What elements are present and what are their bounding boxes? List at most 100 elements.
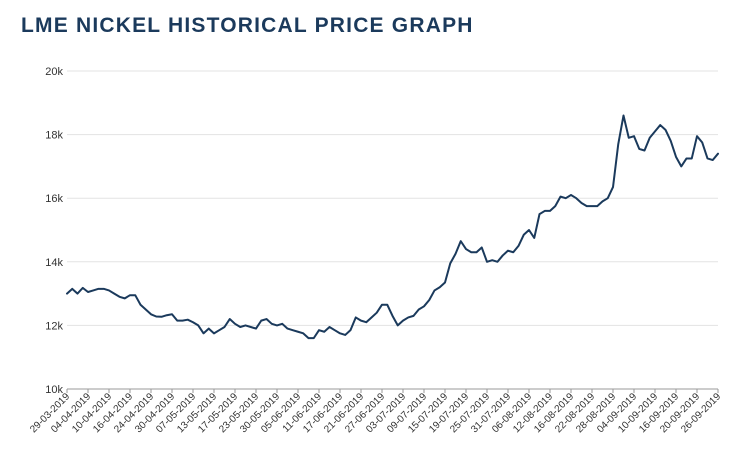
data-point bbox=[118, 296, 121, 298]
chart-title: LME NICKEL HISTORICAL PRICE GRAPH bbox=[21, 14, 474, 37]
data-point bbox=[381, 304, 383, 306]
data-point bbox=[376, 312, 378, 314]
data-point bbox=[197, 324, 199, 326]
data-point bbox=[171, 313, 173, 315]
data-point bbox=[465, 248, 467, 250]
data-point bbox=[675, 156, 677, 158]
data-point bbox=[512, 251, 514, 253]
data-point bbox=[134, 294, 136, 296]
data-point bbox=[664, 129, 667, 131]
y-tick-label: 14k bbox=[45, 257, 63, 269]
data-point bbox=[281, 323, 283, 325]
data-point bbox=[407, 316, 409, 319]
data-point bbox=[559, 196, 562, 198]
data-point bbox=[628, 137, 630, 139]
data-point bbox=[139, 304, 142, 306]
data-point bbox=[234, 323, 236, 325]
data-point bbox=[108, 289, 110, 292]
data-point bbox=[486, 261, 488, 263]
grid-lines bbox=[67, 70, 718, 326]
data-point bbox=[622, 114, 625, 117]
y-tick-label: 12k bbox=[45, 320, 63, 332]
data-point bbox=[439, 286, 441, 288]
data-point bbox=[706, 157, 709, 160]
data-point bbox=[192, 321, 194, 323]
data-point bbox=[97, 288, 100, 290]
data-point bbox=[538, 213, 541, 215]
data-point bbox=[565, 197, 567, 199]
data-point bbox=[680, 165, 682, 167]
data-point bbox=[580, 202, 583, 204]
data-point bbox=[523, 234, 525, 236]
data-point bbox=[712, 159, 714, 161]
data-point bbox=[87, 291, 89, 293]
data-point bbox=[160, 316, 163, 318]
data-point bbox=[360, 320, 362, 322]
data-point bbox=[591, 205, 593, 207]
data-point bbox=[670, 140, 672, 142]
data-point bbox=[260, 320, 262, 322]
data-point bbox=[318, 329, 320, 331]
data-point bbox=[412, 315, 415, 317]
data-point bbox=[554, 205, 556, 207]
data-point bbox=[307, 337, 310, 339]
data-point bbox=[113, 293, 115, 295]
data-point bbox=[507, 250, 509, 252]
data-point bbox=[155, 315, 157, 318]
data-point bbox=[402, 320, 404, 322]
y-tick-label: 16k bbox=[45, 193, 63, 205]
data-point bbox=[444, 281, 446, 284]
data-point bbox=[229, 318, 231, 320]
data-point bbox=[601, 200, 604, 202]
data-point bbox=[696, 135, 698, 137]
data-point bbox=[685, 157, 688, 160]
data-point bbox=[244, 324, 247, 326]
data-point bbox=[533, 237, 535, 239]
data-point bbox=[428, 299, 430, 301]
data-point bbox=[213, 332, 215, 334]
data-point bbox=[176, 320, 178, 322]
y-axis-ticks: 10k 12k 14k 16k 18k 20k bbox=[45, 66, 63, 396]
data-point bbox=[586, 205, 588, 207]
data-point bbox=[454, 253, 457, 255]
series-layer bbox=[66, 114, 719, 340]
data-point bbox=[313, 337, 315, 339]
data-point bbox=[276, 324, 278, 326]
data-point bbox=[638, 148, 640, 150]
data-point bbox=[460, 240, 462, 242]
data-point bbox=[365, 321, 367, 323]
data-point bbox=[397, 324, 399, 326]
data-point bbox=[502, 254, 504, 257]
data-point bbox=[491, 259, 493, 261]
data-point bbox=[481, 246, 483, 249]
data-point bbox=[544, 210, 546, 212]
data-point bbox=[271, 323, 273, 325]
data-point bbox=[418, 308, 420, 311]
y-tick-label: 20k bbox=[45, 66, 63, 78]
data-point bbox=[92, 289, 94, 292]
data-point bbox=[370, 316, 373, 319]
data-point bbox=[528, 229, 530, 231]
data-point bbox=[470, 251, 472, 253]
data-point bbox=[323, 331, 325, 333]
data-point bbox=[717, 153, 719, 155]
data-point bbox=[612, 186, 614, 188]
data-point bbox=[654, 130, 656, 133]
data-point bbox=[496, 261, 499, 263]
data-point bbox=[145, 308, 147, 311]
data-point bbox=[223, 326, 226, 328]
data-point bbox=[328, 326, 331, 328]
data-point bbox=[617, 143, 619, 145]
data-point bbox=[150, 313, 152, 315]
data-point bbox=[549, 210, 551, 212]
data-point bbox=[297, 331, 299, 333]
data-point bbox=[187, 319, 189, 321]
data-point bbox=[82, 287, 84, 289]
data-point bbox=[355, 316, 357, 319]
data-point bbox=[575, 197, 577, 199]
data-point bbox=[255, 327, 257, 330]
data-point bbox=[339, 332, 341, 334]
data-point bbox=[607, 197, 609, 199]
data-point bbox=[349, 329, 352, 331]
data-point bbox=[643, 149, 646, 152]
